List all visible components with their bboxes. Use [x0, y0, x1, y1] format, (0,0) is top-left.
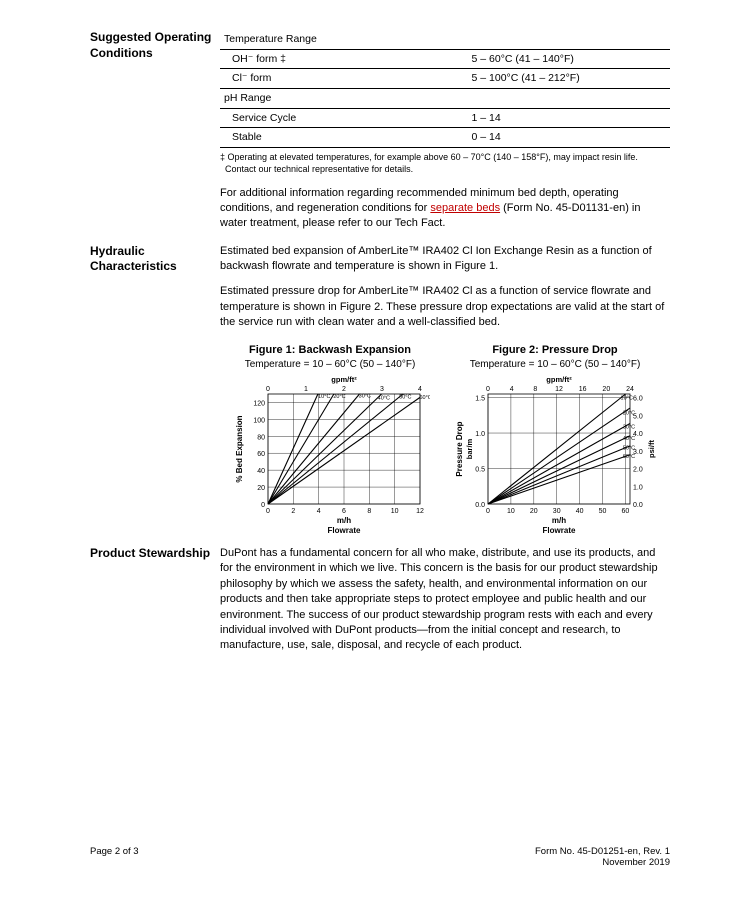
svg-text:20: 20: [602, 386, 610, 393]
figures-row: Figure 1: Backwash Expansion Temperature…: [220, 343, 670, 534]
svg-text:30: 30: [553, 508, 561, 515]
svg-text:10°C: 10°C: [318, 394, 330, 400]
svg-text:1.0: 1.0: [475, 431, 485, 438]
svg-text:20°C: 20°C: [333, 394, 345, 400]
svg-text:30°C: 30°C: [623, 425, 635, 431]
svg-text:% Bed Expansion: % Bed Expansion: [235, 415, 244, 482]
svg-text:m/h: m/h: [337, 516, 351, 525]
svg-text:24: 24: [626, 386, 634, 393]
section-hydraulic: Hydraulic Characteristics Estimated bed …: [90, 244, 670, 534]
cl-form-range: 5 – 100°C (41 – 212°F): [468, 69, 671, 89]
svg-text:3.0: 3.0: [633, 449, 643, 456]
svg-text:psi/ft: psi/ft: [647, 440, 656, 458]
svg-text:50°C: 50°C: [399, 395, 411, 401]
svg-text:40°C: 40°C: [378, 396, 390, 402]
temp-footnote: ‡ Operating at elevated temperatures, fo…: [220, 152, 670, 175]
svg-text:4: 4: [510, 386, 514, 393]
svg-text:5.0: 5.0: [633, 413, 643, 420]
figure2-subtitle: Temperature = 10 – 60°C (50 – 140°F): [450, 358, 660, 372]
svg-text:30°C: 30°C: [359, 393, 371, 399]
svg-text:10°C: 10°C: [621, 396, 633, 402]
footer-right-line1: Form No. 45-D01251-en, Rev. 1: [535, 846, 670, 857]
figure1-title: Figure 1: Backwash Expansion: [230, 343, 430, 358]
svg-text:16: 16: [579, 386, 587, 393]
figure2: Figure 2: Pressure Drop Temperature = 10…: [450, 343, 660, 534]
svg-text:12: 12: [416, 508, 424, 515]
svg-text:10: 10: [391, 508, 399, 515]
svg-text:m/h: m/h: [552, 516, 566, 525]
stewardship-para: DuPont has a fundamental concern for all…: [220, 546, 670, 654]
service-cycle-label: Service Cycle: [220, 108, 468, 128]
svg-text:0.0: 0.0: [475, 502, 485, 509]
oh-form-label: OH⁻ form ‡: [220, 49, 468, 69]
svg-text:10: 10: [507, 508, 515, 515]
operating-title: Suggested Operating Conditions: [90, 30, 220, 232]
svg-text:20: 20: [530, 508, 538, 515]
section-operating-conditions: Suggested Operating Conditions Temperatu…: [90, 30, 670, 232]
svg-text:4: 4: [418, 386, 422, 393]
svg-text:3: 3: [380, 386, 384, 393]
footer-right-line2: November 2019: [535, 857, 670, 868]
svg-text:6: 6: [342, 508, 346, 515]
page-footer: Page 2 of 3 Form No. 45-D01251-en, Rev. …: [90, 846, 670, 868]
svg-text:Flowrate: Flowrate: [328, 526, 361, 534]
stewardship-title: Product Stewardship: [90, 546, 220, 654]
svg-text:40: 40: [576, 508, 584, 515]
svg-text:0.0: 0.0: [633, 502, 643, 509]
svg-text:gpm/ft²: gpm/ft²: [546, 375, 572, 384]
operating-para: For additional information regarding rec…: [220, 186, 670, 232]
figure1-subtitle: Temperature = 10 – 60°C (50 – 140°F): [230, 358, 430, 372]
figure2-chart: 0.00.51.01.5010203040506004812162024gpm/…: [450, 374, 660, 534]
svg-text:6.0: 6.0: [633, 396, 643, 403]
svg-text:0: 0: [266, 508, 270, 515]
section-stewardship: Product Stewardship DuPont has a fundame…: [90, 546, 670, 654]
svg-text:bar/m: bar/m: [465, 438, 474, 459]
temp-range-header: Temperature Range: [220, 30, 670, 49]
ph-range-header: pH Range: [220, 89, 670, 109]
svg-text:60: 60: [257, 451, 265, 458]
svg-text:0: 0: [266, 386, 270, 393]
svg-text:0.5: 0.5: [475, 467, 485, 474]
svg-text:12: 12: [555, 386, 563, 393]
figure1-chart: 02040608010012002468101201234gpm/ft²10°C…: [230, 374, 430, 534]
svg-text:0: 0: [261, 502, 265, 509]
svg-text:1.5: 1.5: [475, 396, 485, 403]
figure2-title: Figure 2: Pressure Drop: [450, 343, 660, 358]
hydraulic-title: Hydraulic Characteristics: [90, 244, 220, 534]
hydraulic-para1: Estimated bed expansion of AmberLite™ IR…: [220, 244, 670, 275]
separate-beds-link[interactable]: separate beds: [430, 202, 500, 214]
svg-text:60: 60: [622, 508, 630, 515]
svg-text:0: 0: [486, 508, 490, 515]
svg-text:Pressure Drop: Pressure Drop: [455, 421, 464, 476]
conditions-table: Temperature Range OH⁻ form ‡ 5 – 60°C (4…: [220, 30, 670, 148]
stable-range: 0 – 14: [468, 128, 671, 148]
svg-text:2: 2: [291, 508, 295, 515]
svg-text:2: 2: [342, 386, 346, 393]
svg-text:1.0: 1.0: [633, 484, 643, 491]
svg-text:80: 80: [257, 434, 265, 441]
hydraulic-para2: Estimated pressure drop for AmberLite™ I…: [220, 284, 670, 330]
svg-text:2.0: 2.0: [633, 467, 643, 474]
figure1: Figure 1: Backwash Expansion Temperature…: [230, 343, 430, 534]
svg-text:20: 20: [257, 485, 265, 492]
svg-text:0: 0: [486, 386, 490, 393]
stable-label: Stable: [220, 128, 468, 148]
svg-text:100: 100: [253, 417, 265, 424]
footer-left: Page 2 of 3: [90, 846, 139, 868]
svg-text:1: 1: [304, 386, 308, 393]
svg-text:Flowrate: Flowrate: [543, 526, 576, 534]
svg-text:8: 8: [367, 508, 371, 515]
svg-text:120: 120: [253, 400, 265, 407]
oh-form-range: 5 – 60°C (41 – 140°F): [468, 49, 671, 69]
svg-text:8: 8: [533, 386, 537, 393]
service-cycle-range: 1 – 14: [468, 108, 671, 128]
svg-text:4.0: 4.0: [633, 431, 643, 438]
svg-text:40: 40: [257, 468, 265, 475]
svg-text:50: 50: [599, 508, 607, 515]
svg-text:60°C: 60°C: [419, 395, 430, 401]
svg-text:4: 4: [317, 508, 321, 515]
svg-text:gpm/ft²: gpm/ft²: [331, 375, 357, 384]
cl-form-label: Cl⁻ form: [220, 69, 468, 89]
